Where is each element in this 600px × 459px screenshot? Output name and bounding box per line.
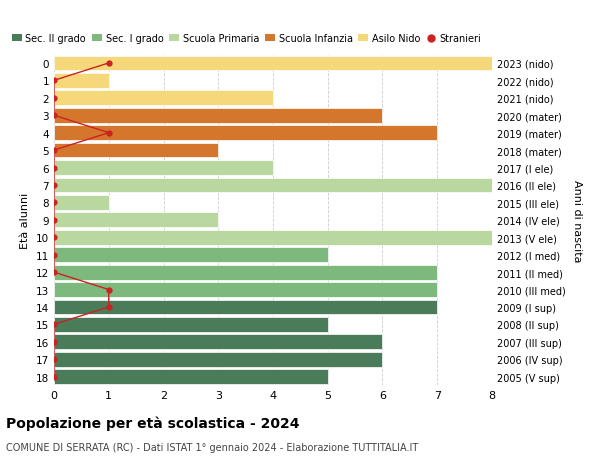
Bar: [54, 109, 383, 123]
Bar: [54, 178, 492, 193]
Y-axis label: Età alunni: Età alunni: [20, 192, 31, 248]
Bar: [54, 352, 383, 367]
Bar: [54, 74, 109, 89]
Bar: [54, 56, 492, 71]
Text: Popolazione per età scolastica - 2024: Popolazione per età scolastica - 2024: [6, 415, 299, 430]
Bar: [54, 265, 437, 280]
Bar: [54, 369, 328, 384]
Bar: [54, 282, 437, 297]
Bar: [54, 196, 109, 210]
Text: COMUNE DI SERRATA (RC) - Dati ISTAT 1° gennaio 2024 - Elaborazione TUTTITALIA.IT: COMUNE DI SERRATA (RC) - Dati ISTAT 1° g…: [6, 442, 418, 452]
Bar: [54, 300, 437, 315]
Bar: [54, 335, 383, 349]
Bar: [54, 161, 273, 175]
Bar: [54, 317, 328, 332]
Bar: [54, 143, 218, 158]
Bar: [54, 213, 218, 228]
Legend: Sec. II grado, Sec. I grado, Scuola Primaria, Scuola Infanzia, Asilo Nido, Stran: Sec. II grado, Sec. I grado, Scuola Prim…: [8, 30, 485, 48]
Y-axis label: Anni di nascita: Anni di nascita: [572, 179, 582, 262]
Bar: [54, 91, 273, 106]
Bar: [54, 248, 328, 263]
Bar: [54, 230, 492, 245]
Bar: [54, 126, 437, 141]
